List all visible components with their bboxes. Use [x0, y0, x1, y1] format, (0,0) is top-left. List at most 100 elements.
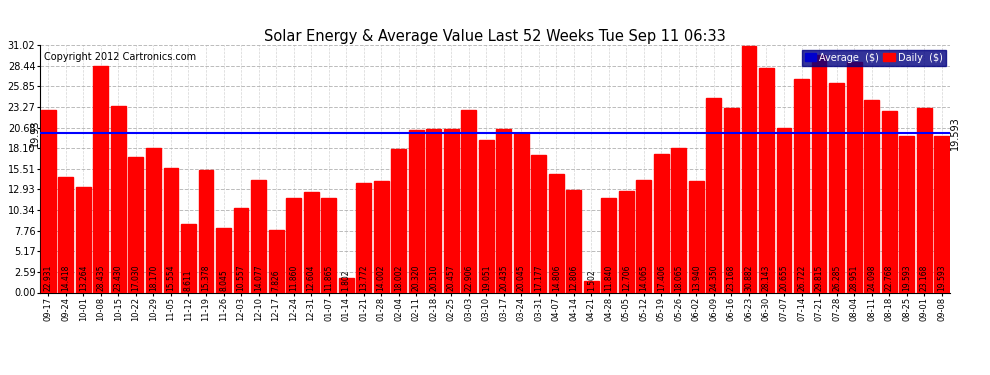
- Bar: [759, 68, 774, 292]
- Text: 1.802: 1.802: [342, 270, 350, 291]
- Text: 13.940: 13.940: [692, 265, 701, 291]
- Bar: [234, 208, 248, 292]
- Text: 28.951: 28.951: [849, 265, 858, 291]
- Text: 13.264: 13.264: [79, 265, 88, 291]
- Bar: [146, 147, 161, 292]
- Text: 10.557: 10.557: [237, 265, 246, 291]
- Text: 8.045: 8.045: [219, 270, 228, 291]
- Bar: [829, 83, 844, 292]
- Text: 29.815: 29.815: [815, 265, 824, 291]
- Bar: [461, 110, 476, 292]
- Bar: [671, 148, 686, 292]
- Text: 28.435: 28.435: [96, 265, 105, 291]
- Text: 12.806: 12.806: [569, 265, 578, 291]
- Bar: [584, 280, 599, 292]
- Bar: [93, 66, 108, 292]
- Bar: [654, 154, 669, 292]
- Bar: [216, 228, 231, 292]
- Text: 7.826: 7.826: [271, 270, 280, 291]
- Bar: [163, 168, 178, 292]
- Bar: [899, 136, 914, 292]
- Bar: [532, 156, 546, 292]
- Text: 18.170: 18.170: [148, 265, 158, 291]
- Text: 24.350: 24.350: [710, 265, 719, 291]
- Bar: [76, 187, 91, 292]
- Bar: [619, 191, 634, 292]
- Bar: [41, 110, 55, 292]
- Text: 26.285: 26.285: [832, 265, 842, 291]
- Text: 22.931: 22.931: [44, 265, 52, 291]
- Text: 14.418: 14.418: [61, 265, 70, 291]
- Bar: [286, 198, 301, 292]
- Bar: [707, 98, 722, 292]
- Text: 28.143: 28.143: [762, 265, 771, 291]
- Text: 20.435: 20.435: [499, 265, 508, 291]
- Text: 19.593: 19.593: [902, 265, 911, 291]
- Bar: [129, 157, 144, 292]
- Bar: [58, 177, 73, 292]
- Text: 19.051: 19.051: [482, 265, 491, 291]
- Text: 15.554: 15.554: [166, 265, 175, 291]
- Bar: [111, 105, 126, 292]
- Bar: [724, 108, 739, 292]
- Bar: [548, 174, 563, 292]
- Text: 20.655: 20.655: [779, 265, 788, 291]
- Text: 14.806: 14.806: [551, 265, 560, 291]
- Bar: [496, 129, 511, 292]
- Text: 23.430: 23.430: [114, 265, 123, 291]
- Bar: [637, 180, 651, 292]
- Text: 23.168: 23.168: [727, 265, 736, 291]
- Bar: [251, 180, 266, 292]
- Title: Solar Energy & Average Value Last 52 Weeks Tue Sep 11 06:33: Solar Energy & Average Value Last 52 Wee…: [264, 29, 726, 44]
- Text: 20.320: 20.320: [412, 265, 421, 291]
- Text: 13.772: 13.772: [359, 265, 368, 291]
- Bar: [566, 190, 581, 292]
- Bar: [391, 149, 406, 292]
- Text: 22.768: 22.768: [885, 265, 894, 291]
- Text: 30.882: 30.882: [744, 265, 753, 291]
- Text: 17.177: 17.177: [535, 265, 544, 291]
- Text: 22.906: 22.906: [464, 265, 473, 291]
- Bar: [373, 181, 389, 292]
- Text: 20.045: 20.045: [517, 265, 526, 291]
- Text: 11.865: 11.865: [324, 265, 333, 291]
- Bar: [321, 198, 336, 292]
- Text: 12.604: 12.604: [307, 265, 316, 291]
- Text: 1.502: 1.502: [587, 270, 596, 291]
- Text: 12.706: 12.706: [622, 265, 631, 291]
- Bar: [794, 79, 809, 292]
- Bar: [864, 100, 879, 292]
- Bar: [689, 181, 704, 292]
- Text: 14.065: 14.065: [640, 265, 648, 291]
- Bar: [409, 130, 424, 292]
- Bar: [601, 198, 617, 292]
- Bar: [514, 133, 529, 292]
- Bar: [304, 192, 319, 292]
- Text: 20.457: 20.457: [446, 265, 455, 291]
- Text: 17.030: 17.030: [132, 265, 141, 291]
- Bar: [427, 129, 442, 292]
- Text: 23.168: 23.168: [920, 265, 929, 291]
- Bar: [479, 141, 494, 292]
- Bar: [356, 183, 371, 292]
- Bar: [776, 128, 791, 292]
- Legend: Average  ($), Daily  ($): Average ($), Daily ($): [802, 50, 945, 66]
- Text: 18.065: 18.065: [674, 265, 683, 291]
- Bar: [917, 108, 932, 292]
- Bar: [812, 55, 827, 292]
- Bar: [882, 111, 897, 292]
- Text: 20.510: 20.510: [430, 265, 439, 291]
- Text: 17.406: 17.406: [657, 265, 666, 291]
- Bar: [181, 224, 196, 292]
- Text: 11.860: 11.860: [289, 265, 298, 291]
- Text: 11.840: 11.840: [604, 265, 614, 291]
- Bar: [339, 278, 353, 292]
- Bar: [846, 62, 861, 292]
- Bar: [444, 129, 458, 292]
- Text: Copyright 2012 Cartronics.com: Copyright 2012 Cartronics.com: [45, 53, 196, 62]
- Text: 26.722: 26.722: [797, 265, 806, 291]
- Bar: [199, 170, 214, 292]
- Text: 19.593: 19.593: [950, 117, 960, 150]
- Text: 14.002: 14.002: [376, 265, 386, 291]
- Text: 15.378: 15.378: [202, 265, 211, 291]
